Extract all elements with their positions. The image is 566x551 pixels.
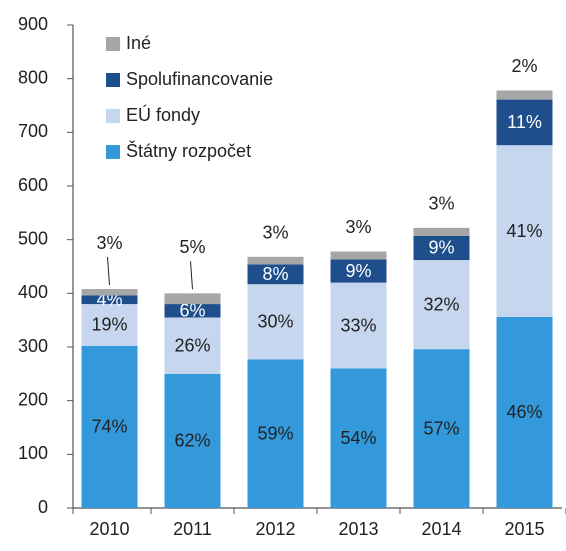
data-label: 3% <box>345 217 371 237</box>
bar-segment <box>330 282 387 369</box>
data-label: 9% <box>428 238 454 258</box>
bar-segment <box>413 227 470 236</box>
data-label: 11% <box>507 112 542 132</box>
data-label: 30% <box>257 312 293 332</box>
bar-segment <box>496 99 553 146</box>
data-label: 5% <box>179 237 205 257</box>
data-label: 59% <box>257 423 293 443</box>
y-tick-label: 400 <box>18 282 48 302</box>
data-label: 3% <box>262 223 288 243</box>
bar-segment <box>413 349 470 508</box>
x-tick-label: 2010 <box>89 519 129 539</box>
y-tick-label: 500 <box>18 228 48 248</box>
bar-segment <box>81 295 138 305</box>
bar-segment <box>496 316 553 508</box>
data-label: 62% <box>174 431 210 451</box>
legend-label: Iné <box>126 33 151 53</box>
bar-segment <box>81 345 138 508</box>
legend-label: Spolufinancovanie <box>126 69 273 89</box>
y-tick-label: 900 <box>18 14 48 34</box>
legend-label: EÚ fondy <box>126 104 200 125</box>
legend-swatch <box>106 145 120 159</box>
data-label: 57% <box>423 418 459 438</box>
data-label: 32% <box>423 294 459 314</box>
legend-swatch <box>106 109 120 123</box>
data-label: 74% <box>91 417 127 437</box>
y-tick-label: 0 <box>38 497 48 517</box>
data-label: 9% <box>345 261 371 281</box>
data-label: 26% <box>174 335 210 355</box>
data-label: 3% <box>96 233 122 253</box>
bar-segment <box>247 284 304 360</box>
x-tick-label: 2013 <box>338 519 378 539</box>
bar-segment <box>496 90 553 100</box>
x-tick-label: 2012 <box>255 519 295 539</box>
legend-label: Štátny rozpočet <box>126 140 251 161</box>
legend-swatch <box>106 73 120 87</box>
bar-segment <box>81 289 138 296</box>
data-label: 19% <box>91 315 127 335</box>
x-tick-label: 2011 <box>173 519 212 539</box>
y-tick-label: 800 <box>18 67 48 87</box>
data-label: 3% <box>428 194 454 214</box>
x-tick-label: 2014 <box>421 519 461 539</box>
bar-segment <box>247 256 304 265</box>
y-tick-label: 100 <box>18 443 48 463</box>
bar-segment <box>164 317 221 374</box>
bar-segment <box>496 145 553 317</box>
data-label: 46% <box>506 402 542 422</box>
data-label: 33% <box>340 315 376 335</box>
bar-segment <box>164 304 221 318</box>
bar-segment <box>330 251 387 260</box>
data-label: 2% <box>511 56 537 76</box>
y-tick-label: 200 <box>18 389 48 409</box>
legend-swatch <box>106 37 120 51</box>
data-label: 8% <box>262 264 288 284</box>
bar-segment <box>81 304 138 346</box>
y-tick-label: 600 <box>18 175 48 195</box>
leader-line <box>107 257 110 286</box>
data-label: 54% <box>340 428 376 448</box>
leader-line <box>190 261 193 290</box>
bar-segment <box>413 260 470 350</box>
bar-segment <box>330 259 387 283</box>
bar-segment <box>247 359 304 508</box>
y-tick-label: 700 <box>18 121 48 141</box>
x-tick-label: 2015 <box>504 519 544 539</box>
bar-segment <box>164 373 221 508</box>
data-label: 41% <box>506 221 542 241</box>
bar-segment <box>247 264 304 285</box>
bar-segment <box>330 368 387 508</box>
data-label: 6% <box>179 301 205 321</box>
y-tick-label: 300 <box>18 336 48 356</box>
bar-segment <box>164 293 221 305</box>
bar-segment <box>413 235 470 261</box>
